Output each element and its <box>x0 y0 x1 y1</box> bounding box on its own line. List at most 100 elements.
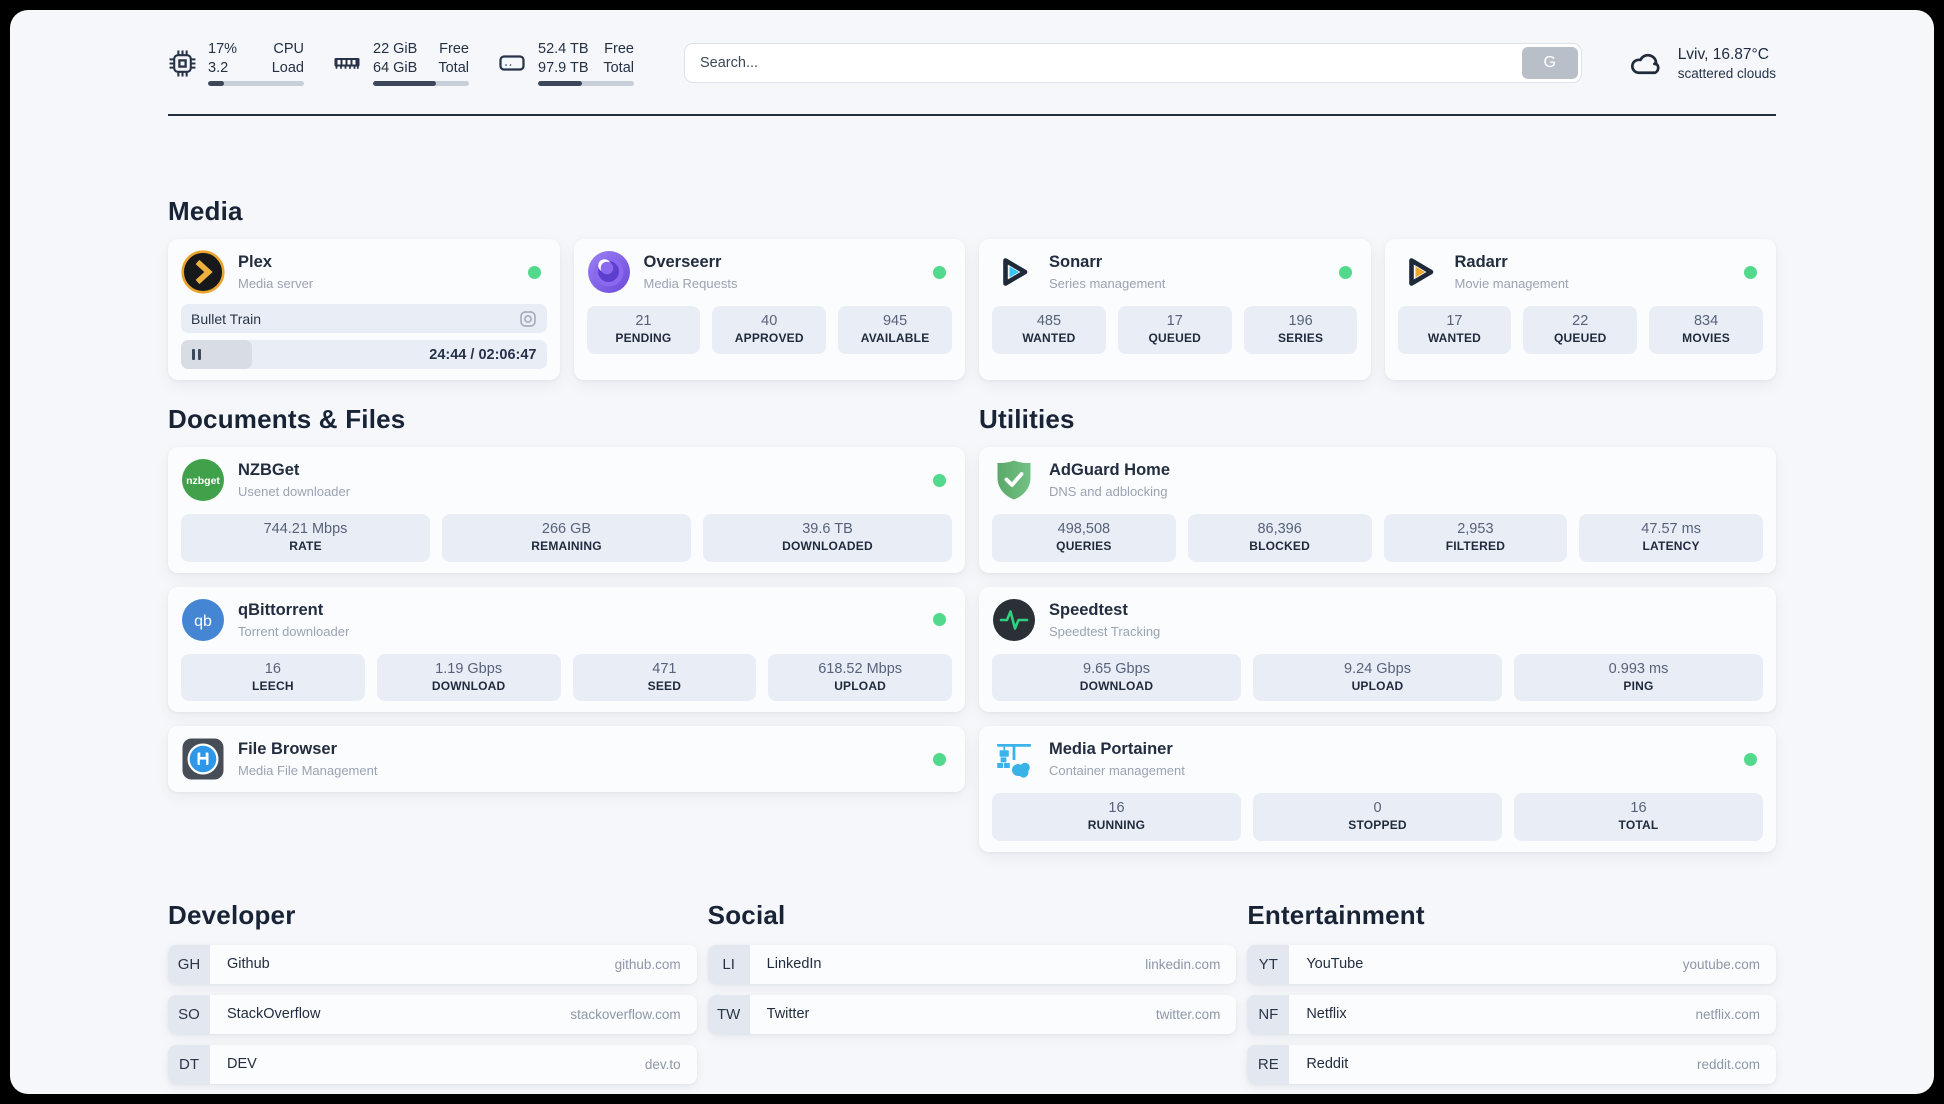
ram-label-bottom: Total <box>438 59 469 76</box>
app-card-overseerr[interactable]: Overseerr Media Requests 21 PENDING 40 A… <box>573 239 965 381</box>
app-name: Sonarr <box>1049 253 1103 272</box>
app-desc: Media Requests <box>643 276 738 292</box>
stat-movies: 834 MOVIES <box>1649 306 1763 354</box>
app-desc: DNS and adblocking <box>1049 484 1168 500</box>
app-name: AdGuard Home <box>1049 461 1171 480</box>
status-dot-online <box>933 613 946 627</box>
disk-widget: 52.4 TB 97.9 TB Free Total <box>497 40 634 87</box>
status-dot-online <box>1744 265 1757 279</box>
section-title-media: Media <box>168 196 243 226</box>
stat-approved: 40 APPROVED <box>712 306 827 354</box>
link-abbr: GH <box>168 944 210 984</box>
disk-free: 52.4 TB <box>538 40 589 57</box>
link-url: netflix.com <box>1695 1006 1760 1022</box>
weather-condition: scattered clouds <box>1677 65 1776 81</box>
ram-free: 22 GiB <box>373 40 418 57</box>
stat-series: 196 SERIES <box>1243 306 1358 354</box>
app-name: qBittorrent <box>238 600 324 619</box>
app-card-nzbget[interactable]: nzbget NZBGet Usenet downloader 744.21 M… <box>168 447 965 573</box>
section-title-social: Social <box>707 899 786 930</box>
link-url: youtube.com <box>1682 956 1760 972</box>
search-container: G <box>684 43 1582 83</box>
header-divider <box>168 114 1776 116</box>
filebrowser-icon <box>182 738 224 780</box>
app-desc: Speedtest Tracking <box>1049 623 1161 639</box>
stat-remaining: 266 GB REMAINING <box>442 514 691 562</box>
social-column: Social LI LinkedIn linkedin.com TW Twitt… <box>707 899 1237 1094</box>
link-name: Twitter <box>766 1006 810 1023</box>
svg-text:qb: qb <box>194 613 212 630</box>
app-card-filebrowser[interactable]: File Browser Media File Management <box>168 726 965 793</box>
stat-available: 945 AVAILABLE <box>838 306 952 354</box>
app-desc: Usenet downloader <box>238 484 351 500</box>
app-desc: Media server <box>238 276 314 292</box>
app-name: Media Portainer <box>1049 740 1173 759</box>
app-card-plex[interactable]: Plex Media server Bullet Train <box>168 239 560 381</box>
link-name: StackOverflow <box>227 1006 321 1023</box>
link-linkedin[interactable]: LI LinkedIn linkedin.com <box>707 944 1237 984</box>
link-abbr: DT <box>168 1044 210 1084</box>
disk-icon <box>499 55 525 71</box>
link-youtube[interactable]: YT YouTube youtube.com <box>1247 944 1776 984</box>
link-netflix[interactable]: NF Netflix netflix.com <box>1247 994 1776 1034</box>
stat-queued: 22 QUEUED <box>1523 306 1638 354</box>
link-stackoverflow[interactable]: SO StackOverflow stackoverflow.com <box>168 994 697 1034</box>
link-twitter[interactable]: TW Twitter twitter.com <box>707 994 1237 1034</box>
search-input[interactable] <box>684 43 1582 83</box>
stat-total: 16 TOTAL <box>1514 793 1763 841</box>
stat-latency: 47.57 ms LATENCY <box>1579 514 1763 562</box>
session-info-icon[interactable] <box>519 310 537 328</box>
status-dot-online <box>1338 265 1352 279</box>
search-engine-button[interactable]: G <box>1521 47 1578 79</box>
sonarr-icon <box>1003 258 1028 286</box>
pause-icon[interactable] <box>192 349 201 361</box>
cpu-icon <box>169 50 196 76</box>
ram-total: 64 GiB <box>373 59 418 76</box>
cloud-icon <box>1630 53 1660 74</box>
link-github[interactable]: GH Github github.com <box>168 944 697 984</box>
stat-wanted: 17 WANTED <box>1397 306 1512 354</box>
stat-pending: 21 PENDING <box>586 306 701 354</box>
link-url: reddit.com <box>1696 1056 1760 1072</box>
stat-filtered: 2,953 FILTERED <box>1383 514 1568 562</box>
app-card-radarr[interactable]: Radarr Movie management 17 WANTED 22 QUE… <box>1384 239 1776 381</box>
ram-progress-bar <box>373 81 469 87</box>
status-dot-online <box>1744 752 1757 766</box>
app-card-adguard[interactable]: AdGuard Home DNS and adblocking 498,508 … <box>979 447 1776 573</box>
link-name: LinkedIn <box>766 956 822 973</box>
portainer-icon <box>997 744 1031 778</box>
speedtest-icon <box>993 598 1035 641</box>
app-card-qbittorrent[interactable]: qb qBittorrent Torrent downloader 16 LEE… <box>168 586 965 713</box>
stat-wanted: 485 WANTED <box>992 306 1106 354</box>
link-dev[interactable]: DT DEV dev.to <box>168 1044 697 1084</box>
link-url: stackoverflow.com <box>570 1006 681 1022</box>
app-card-sonarr[interactable]: Sonarr Series management 485 WANTED 17 Q… <box>979 239 1371 381</box>
developer-column: Developer GH Github github.com SO StackO… <box>168 900 697 1094</box>
link-abbr: SO <box>168 994 210 1034</box>
link-name: YouTube <box>1306 956 1364 973</box>
app-card-speedtest[interactable]: Speedtest Speedtest Tracking 9.65 Gbps D… <box>979 586 1776 713</box>
disk-label-top: Free <box>604 40 634 57</box>
cpu-usage: 17% <box>208 40 238 57</box>
now-playing-row: Bullet Train <box>181 304 547 334</box>
link-url: linkedin.com <box>1145 956 1221 972</box>
link-reddit[interactable]: RE Reddit reddit.com <box>1247 1044 1776 1084</box>
cpu-label-bottom: Load <box>271 59 304 76</box>
stat-upload: 9.24 Gbps UPLOAD <box>1253 653 1502 702</box>
app-desc: Torrent downloader <box>238 623 350 639</box>
app-desc: Movie management <box>1454 276 1569 292</box>
playback-time: 24:44 / 02:06:47 <box>429 346 537 363</box>
app-card-portainer[interactable]: Media Portainer Container management 16 … <box>979 726 1776 852</box>
link-url: dev.to <box>644 1056 681 1072</box>
top-bar: 17% 3.2 CPU Load <box>168 38 1776 88</box>
media-grid: Plex Media server Bullet Train <box>168 239 1776 381</box>
stat-blocked: 86,396 BLOCKED <box>1187 514 1372 562</box>
playback-bar: 24:44 / 02:06:47 <box>181 340 547 370</box>
app-name: NZBGet <box>238 461 300 480</box>
disk-label-bottom: Total <box>603 59 634 76</box>
link-url: github.com <box>614 956 681 972</box>
adguard-icon <box>997 460 1031 500</box>
section-title-utilities: Utilities <box>979 404 1075 435</box>
stat-leech: 16 LEECH <box>181 653 365 702</box>
app-desc: Series management <box>1049 276 1166 292</box>
